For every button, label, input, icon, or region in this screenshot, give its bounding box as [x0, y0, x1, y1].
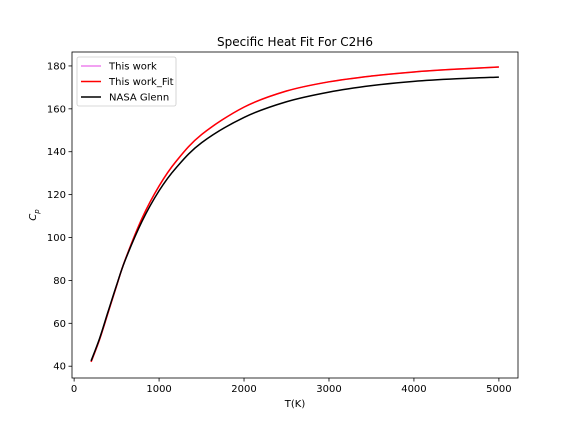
series-line-this-work — [90, 66, 499, 363]
y-tick-label: 100 — [47, 233, 66, 244]
y-axis-label: Cp — [28, 209, 41, 221]
y-tick-label: 120 — [47, 190, 66, 201]
y-tick-label: 40 — [53, 362, 66, 373]
legend-label-this-work: This work — [108, 62, 157, 73]
y-axis: 40 60 80 100 120 140 160 180 — [47, 61, 72, 373]
series-line-nasa-glenn — [90, 76, 499, 362]
plot-lines — [90, 66, 499, 363]
y-tick-label: 180 — [47, 61, 66, 72]
x-tick-label: 3000 — [316, 384, 341, 395]
x-tick-label: 1000 — [146, 384, 171, 395]
legend-items: This work This work_Fit NASA Glenn — [81, 62, 174, 104]
legend-label-this-work-fit: This work_Fit — [108, 77, 174, 88]
x-tick-label: 0 — [71, 384, 77, 395]
legend: This work This work_Fit NASA Glenn — [76, 56, 177, 107]
y-tick-label: 80 — [53, 276, 66, 287]
x-axis: 0 1000 2000 3000 4000 5000 — [71, 378, 512, 395]
legend-label-nasa-glenn: NASA Glenn — [109, 93, 169, 104]
y-tick-label: 60 — [53, 319, 66, 330]
y-axis-label-main: C — [28, 214, 39, 221]
x-tick-label: 4000 — [401, 384, 426, 395]
x-tick-label: 5000 — [486, 384, 511, 395]
y-tick-label: 140 — [47, 147, 66, 158]
x-axis-label: T(K) — [284, 399, 306, 410]
series-line-this-work-fit — [90, 66, 499, 363]
y-axis-label-sub: p — [33, 209, 41, 215]
x-tick-label: 2000 — [231, 384, 256, 395]
plot-frame — [71, 51, 519, 379]
legend-box — [76, 56, 177, 107]
y-tick-label: 160 — [47, 104, 66, 115]
chart-title: Specific Heat Fit For C2H6 — [217, 35, 373, 49]
